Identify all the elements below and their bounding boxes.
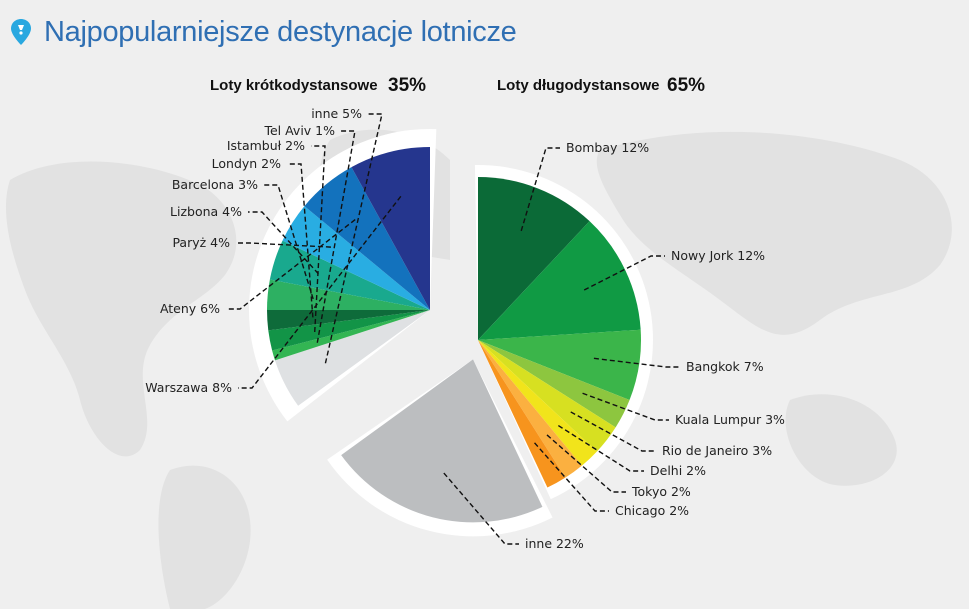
leader-bangkok <box>593 357 680 368</box>
label-short-paryz: Paryż 4% <box>172 235 230 250</box>
slice-long-bangkok <box>478 329 641 401</box>
leader-tokyo <box>546 434 626 493</box>
label-long-bombay: Bombay 12% <box>566 140 649 155</box>
slice-long-nowy-jork <box>478 221 641 340</box>
leader-lizbona <box>248 211 319 275</box>
label-short-londyn: Londyn 2% <box>212 156 281 171</box>
group-name-long: Loty długodystansowe <box>497 77 660 94</box>
leader-ateny <box>226 219 356 310</box>
label-short-barcelona: Barcelona 3% <box>172 177 258 192</box>
leader-chicago <box>534 442 609 512</box>
group-name-short: Loty krótkodystansowe <box>210 77 378 94</box>
label-long-nowy-jork: Nowy Jork 12% <box>671 248 765 263</box>
slice-short-tel-aviv <box>272 310 430 361</box>
slice-long-kuala-lumpur <box>478 340 630 428</box>
label-short-lizbona: Lizbona 4% <box>170 204 242 219</box>
leader-barcelona <box>264 184 314 300</box>
slice-short-istambul <box>268 310 430 351</box>
label-long-bangkok: Bangkok 7% <box>686 359 764 374</box>
page-title: Najpopularniejsze destynacje lotnicze <box>44 15 517 48</box>
leader-rio-de-janeiro <box>570 411 656 452</box>
slice-labels: inne 5% Tel Aviv 1%Istambuł 2% Londyn 2% Ba… <box>145 106 785 551</box>
slice-long-bombay <box>478 177 590 340</box>
label-long-chicago: Chicago 2% <box>615 503 689 518</box>
label-long-inne: inne 22% <box>525 536 584 551</box>
slice-long-chicago <box>478 340 566 488</box>
slice-short-barcelona <box>267 279 430 310</box>
slice-long-delhi <box>478 340 597 466</box>
slice-short-warszawa <box>351 147 430 310</box>
location-pin-icon <box>11 19 31 45</box>
group-title-long: Loty długodystansowe 65% <box>497 75 705 96</box>
slice-short-londyn <box>267 310 430 331</box>
pie-slices <box>267 147 641 523</box>
leader-inne <box>324 113 383 364</box>
header: Najpopularniejsze destynacje lotnicze <box>10 12 517 52</box>
label-short-warszawa: Warszawa 8% <box>145 380 232 395</box>
leader-istambul <box>311 145 326 333</box>
label-short-istambul: Istambuł 2% <box>227 138 305 153</box>
group-total-long: 65% <box>667 75 705 96</box>
leader-tel-aviv <box>316 130 356 343</box>
group-title-short: Loty krótkodystansowe 35% <box>210 75 426 96</box>
group-total-short: 35% <box>388 75 426 96</box>
label-short-ateny: Ateny 6% <box>160 301 220 316</box>
label-long-delhi: Delhi 2% <box>650 463 706 478</box>
leader-lines <box>226 113 680 545</box>
slice-short-ateny <box>304 167 430 310</box>
leader-londyn <box>287 163 314 318</box>
leader-nowy-jork <box>583 255 665 291</box>
leader-kuala-lumpur <box>582 392 669 421</box>
slice-short-paryz <box>282 206 430 310</box>
leader-paryz <box>236 242 331 248</box>
slice-long-rio-de-janeiro <box>478 340 616 452</box>
leader-warszawa <box>238 195 402 389</box>
label-long-tokyo: Tokyo 2% <box>631 484 691 499</box>
label-short-inne: inne 5% <box>311 106 362 121</box>
leader-delhi <box>557 424 644 472</box>
label-long-rio-de-janeiro: Rio de Janeiro 3% <box>662 443 772 458</box>
slice-short-lizbona <box>269 240 430 310</box>
label-short-tel-aviv: Tel Aviv 1% <box>263 123 335 138</box>
leader-bombay <box>520 147 560 232</box>
slice-short-inne <box>274 310 430 406</box>
label-long-kuala-lumpur: Kuala Lumpur 3% <box>675 412 785 427</box>
slice-long-inne <box>341 359 543 523</box>
